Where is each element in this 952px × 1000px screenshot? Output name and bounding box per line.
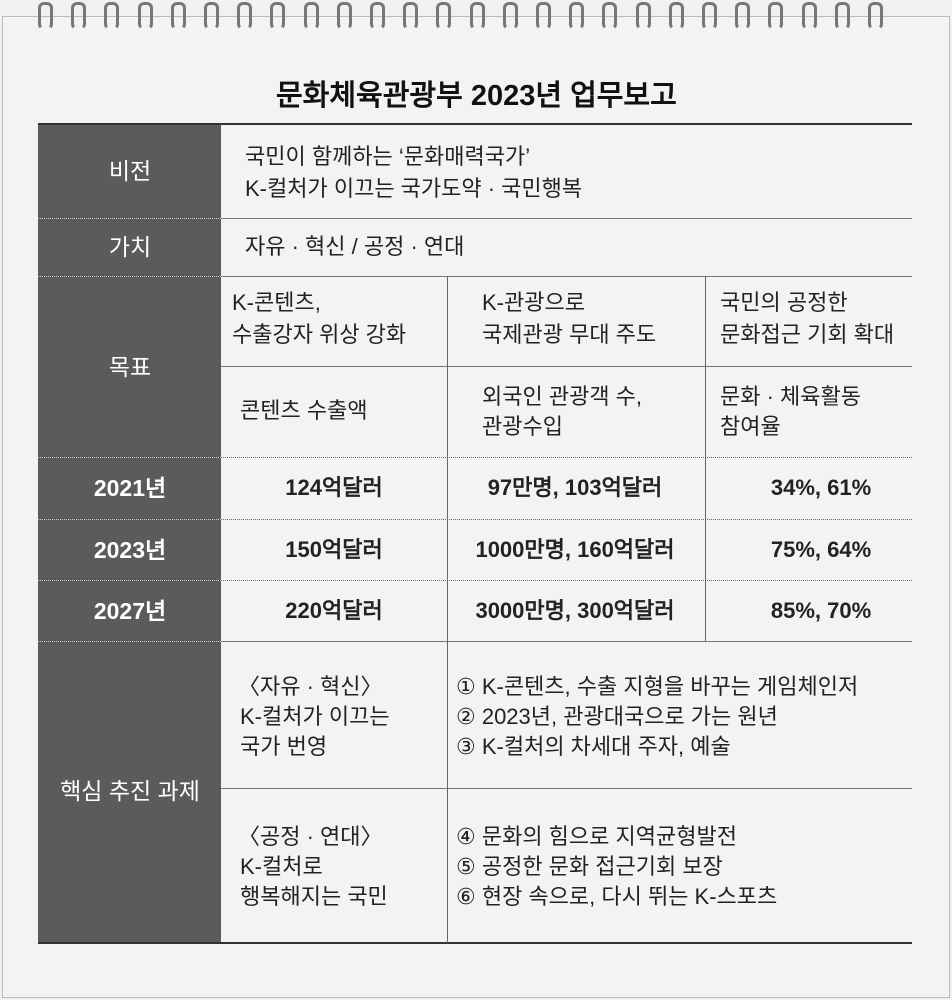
task-item: ⑥ 현장 속으로, 다시 뛰는 K-스포츠 [456, 884, 778, 909]
target-value: 85%, 70% [770, 598, 872, 623]
spiral-ring [204, 2, 219, 30]
row-header: 가치 [108, 234, 152, 260]
spiral-ring [303, 2, 319, 30]
spiral-ring [137, 2, 153, 30]
row-divider [38, 457, 221, 458]
row-divider [221, 788, 912, 789]
task-item: ③ K-컬처의 차세대 주자, 예술 [456, 734, 731, 759]
spiral-ring [370, 2, 385, 30]
spiral-ring [336, 2, 352, 30]
left-column [38, 124, 221, 943]
year-header: 2021년 [93, 475, 167, 501]
row-divider [221, 218, 912, 219]
spiral-ring [38, 2, 53, 30]
goal-text: K-콘텐츠, [232, 290, 321, 315]
task-item: ② 2023년, 관광대국으로 가는 원년 [456, 704, 778, 729]
column-divider [705, 276, 706, 641]
row-divider [38, 942, 912, 944]
spiral-ring [735, 2, 751, 30]
spiral-ring [237, 2, 253, 30]
indicator-text: 참여율 [720, 414, 781, 439]
spiral-ring [469, 2, 485, 30]
spiral-ring [270, 2, 286, 30]
row-divider [221, 276, 912, 277]
row-divider [221, 366, 912, 367]
indicator-text: 콘텐츠 수출액 [240, 398, 368, 423]
row-header: 비전 [108, 158, 152, 184]
row-divider [38, 218, 221, 219]
task-item: ⑤ 공정한 문화 접근기회 보장 [456, 854, 723, 879]
task-theme: 행복해지는 국민 [240, 884, 388, 909]
row-divider [38, 123, 912, 125]
task-item: ④ 문화의 힘으로 지역균형발전 [456, 824, 737, 849]
row-divider [38, 519, 221, 520]
year-header: 2027년 [93, 598, 167, 624]
target-value: 97만명, 103억달러 [487, 475, 663, 500]
spiral-ring [170, 2, 186, 30]
goal-text: 수출강자 위상 강화 [232, 322, 407, 347]
row-header: 핵심 추진 과제 [60, 778, 200, 804]
spiral-ring [834, 2, 850, 30]
goal-text: K-관광으로 [482, 290, 585, 315]
vision-line: 국민이 함께하는 ‘문화매력국가’ [245, 144, 531, 169]
indicator-text: 외국인 관광객 수, [482, 384, 643, 409]
task-theme: K-컬처로 [240, 854, 323, 879]
task-heading: 〈자유 · 혁신〉 [238, 674, 383, 699]
target-value: 150억달러 [285, 537, 383, 562]
spiral-ring [702, 2, 717, 30]
spiral-ring [868, 2, 883, 30]
title: 문화체육관광부 2023년 업무보고 [276, 80, 677, 112]
target-value: 3000만명, 300억달러 [475, 598, 675, 623]
row-divider [221, 519, 912, 520]
task-theme: K-컬처가 이끄는 [240, 704, 390, 729]
spiral-ring [668, 2, 684, 30]
row-divider [38, 641, 221, 642]
vision-line: K-컬처가 이끄는 국가도약 · 국민행복 [245, 176, 583, 201]
spiral-ring [71, 2, 87, 30]
row-divider [221, 580, 912, 581]
row-divider [38, 580, 221, 581]
spiral-ring [602, 2, 618, 30]
task-item: ① K-콘텐츠, 수출 지형을 바꾸는 게임체인저 [456, 674, 859, 699]
target-value: 75%, 64% [770, 537, 872, 562]
indicator-text: 관광수입 [482, 414, 563, 439]
spiral-ring [768, 2, 784, 30]
task-theme: 국가 번영 [240, 734, 328, 759]
spiral-ring [104, 2, 120, 30]
goal-text: 국제관광 무대 주도 [482, 322, 657, 347]
spiral-ring [536, 2, 551, 30]
year-header: 2023년 [93, 537, 167, 563]
target-value: 34%, 61% [770, 475, 872, 500]
goal-text: 문화접근 기회 확대 [720, 322, 895, 347]
column-divider [447, 641, 448, 943]
spiral-ring [569, 2, 585, 30]
task-heading: 〈공정 · 연대〉 [238, 824, 383, 849]
spiral-ring [403, 2, 419, 30]
goal-text: 국민의 공정한 [720, 290, 848, 315]
spiral-ring [436, 2, 452, 30]
spiral-ring [635, 2, 651, 30]
target-value: 1000만명, 160억달러 [475, 537, 675, 562]
row-header: 목표 [108, 354, 152, 380]
row-divider [221, 457, 912, 458]
indicator-text: 문화 · 체육활동 [720, 384, 861, 409]
row-divider [38, 276, 221, 277]
values-text: 자유 · 혁신 / 공정 · 연대 [245, 234, 465, 259]
column-divider [447, 276, 448, 641]
spiral-ring [502, 2, 518, 30]
row-divider [221, 641, 912, 642]
target-value: 124억달러 [285, 475, 383, 500]
target-value: 220억달러 [285, 598, 383, 623]
spiral-ring [801, 2, 817, 30]
